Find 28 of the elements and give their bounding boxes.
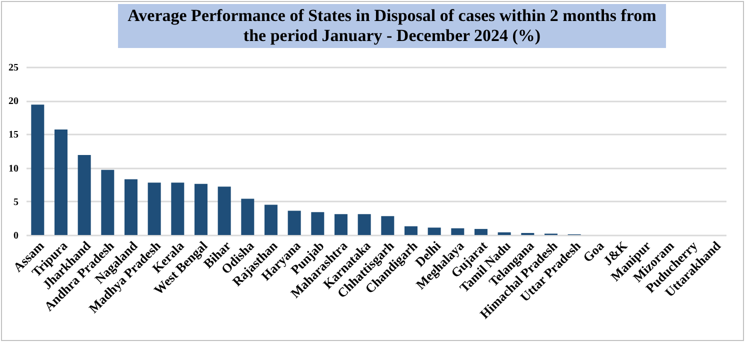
bar [218,186,231,235]
y-tick-label: 15 [8,130,18,141]
bar [498,232,511,235]
bar [474,228,488,235]
bar [171,182,184,235]
chart-title: Average Performance of States in Disposal of cases within 2 months from the period January - December 2024 (%) [118,4,666,48]
y-tick-label: 25 [8,62,18,74]
bar [124,179,138,235]
bar [264,204,278,235]
bar [31,104,44,235]
bar [241,198,254,235]
y-tick-label: 5 [14,196,18,208]
bar [358,214,371,235]
bar [311,212,324,235]
bar [194,184,208,235]
y-tick-label: 10 [8,163,18,174]
y-tick-label: 0 [14,230,18,242]
bar [451,228,464,235]
bar [381,216,394,235]
bar [101,170,114,235]
bar [428,228,441,235]
bar [334,214,348,235]
bar [54,129,68,235]
bar [148,182,161,235]
y-tick-label: 20 [8,96,18,108]
bar [404,226,418,235]
bar [78,155,91,235]
bar [288,210,301,235]
